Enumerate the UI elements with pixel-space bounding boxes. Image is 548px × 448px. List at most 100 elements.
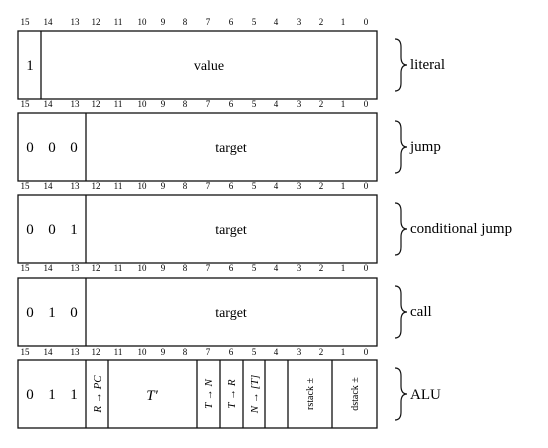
field-target: target	[215, 223, 247, 238]
bit-number: 4	[274, 347, 279, 357]
prefix-bit: 0	[70, 140, 78, 156]
prefix-bit: 0	[26, 140, 34, 156]
row-literal: 1 value literal	[17, 30, 445, 100]
bit-number: 0	[364, 181, 369, 191]
bit-number: 13	[71, 17, 81, 27]
bit-number: 9	[161, 17, 166, 27]
bit-number: 10	[138, 263, 148, 273]
bit-number: 12	[92, 263, 101, 273]
prefix-bit: 1	[48, 387, 56, 403]
field-rstack: rstack ±	[305, 378, 316, 410]
row-label: call	[410, 304, 432, 320]
bit-number-row: 15 14 13 12 11 10 9 8 7 6 5 4 3 2 1 0	[21, 263, 369, 273]
bit-number: 2	[319, 181, 324, 191]
prefix-bit: 0	[48, 140, 56, 156]
brace	[394, 202, 408, 256]
bit-number: 15	[21, 17, 31, 27]
bit-number: 15	[21, 347, 31, 357]
bit-number: 4	[274, 99, 279, 109]
bit-number: 9	[161, 347, 166, 357]
bit-number: 11	[114, 347, 123, 357]
bit-number: 6	[229, 263, 234, 273]
row-label: jump	[409, 139, 441, 155]
prefix-bit: 0	[70, 305, 78, 321]
bit-number: 6	[229, 99, 234, 109]
bit-number: 7	[206, 17, 211, 27]
bit-number: 12	[92, 181, 101, 191]
row-conditional-jump: 0 0 1 target conditional jump	[17, 194, 512, 264]
bit-number: 10	[138, 17, 148, 27]
field-n-to-t: N → [T]	[249, 375, 261, 415]
bit-number: 2	[319, 263, 324, 273]
bit-number: 11	[114, 263, 123, 273]
bit-number: 1	[341, 99, 346, 109]
bit-number: 12	[92, 17, 101, 27]
bit-number: 2	[319, 99, 324, 109]
bit-number: 10	[138, 347, 148, 357]
bit-number: 14	[44, 181, 54, 191]
bit-number: 2	[319, 347, 324, 357]
bit-number: 1	[341, 181, 346, 191]
prefix-bit: 0	[26, 222, 34, 238]
bit-number: 12	[92, 347, 101, 357]
bit-number: 13	[71, 347, 81, 357]
bit-number-row: 15 14 13 12 11 10 9 8 7 6 5 4 3 2 1 0	[21, 181, 369, 191]
bit-number: 3	[297, 181, 302, 191]
bit-number: 5	[252, 181, 257, 191]
brace	[394, 367, 408, 421]
field-t-to-r: T → R	[226, 379, 238, 408]
bit-number: 5	[252, 99, 257, 109]
bit-number: 11	[114, 181, 123, 191]
bit-number: 8	[183, 17, 188, 27]
bit-number: 13	[71, 99, 81, 109]
bit-number: 5	[252, 347, 257, 357]
bit-number: 1	[341, 17, 346, 27]
bit-number: 0	[364, 17, 369, 27]
bit-number: 14	[44, 347, 54, 357]
bit-number: 3	[297, 263, 302, 273]
field-t-prime: T′	[146, 388, 158, 404]
bit-number: 1	[341, 347, 346, 357]
prefix-bit: 1	[70, 387, 78, 403]
prefix-bit: 1	[70, 222, 78, 238]
bit-number: 6	[229, 181, 234, 191]
bit-number: 15	[21, 99, 31, 109]
bit-number: 10	[138, 99, 148, 109]
bit-number: 7	[206, 347, 211, 357]
prefix-bit: 1	[26, 58, 34, 74]
row-jump: 0 0 0 target jump	[17, 112, 441, 182]
bit-number: 2	[319, 17, 324, 27]
bit-number: 8	[183, 263, 188, 273]
bit-number: 13	[71, 263, 81, 273]
field-t-to-n: T → N	[203, 378, 215, 408]
bit-number: 15	[21, 181, 31, 191]
bit-number: 14	[44, 17, 54, 27]
bit-number: 9	[161, 181, 166, 191]
bit-number: 13	[71, 181, 81, 191]
bit-number: 4	[274, 263, 279, 273]
bit-number: 7	[206, 99, 211, 109]
field-target: target	[215, 141, 247, 156]
instruction-box	[17, 112, 378, 182]
bit-number: 9	[161, 99, 166, 109]
bit-number: 11	[114, 17, 123, 27]
bit-number: 6	[229, 17, 234, 27]
bit-number: 8	[183, 99, 188, 109]
bit-number: 4	[274, 17, 279, 27]
bit-number-row: 15 14 13 12 11 10 9 8 7 6 5 4 3 2 1 0	[21, 99, 369, 109]
instruction-box	[17, 277, 378, 347]
bit-number: 4	[274, 181, 279, 191]
brace	[394, 38, 408, 92]
bit-number: 8	[183, 347, 188, 357]
bit-number: 3	[297, 17, 302, 27]
bit-number: 1	[341, 263, 346, 273]
bit-number: 3	[297, 99, 302, 109]
field-target: target	[215, 306, 247, 321]
bit-number: 11	[114, 99, 123, 109]
bit-number-row: 15 14 13 12 11 10 9 8 7 6 5 4 3 2 1 0	[21, 17, 369, 27]
bit-number: 3	[297, 347, 302, 357]
row-label: ALU	[410, 387, 441, 403]
prefix-bit: 0	[26, 305, 34, 321]
bit-number: 8	[183, 181, 188, 191]
